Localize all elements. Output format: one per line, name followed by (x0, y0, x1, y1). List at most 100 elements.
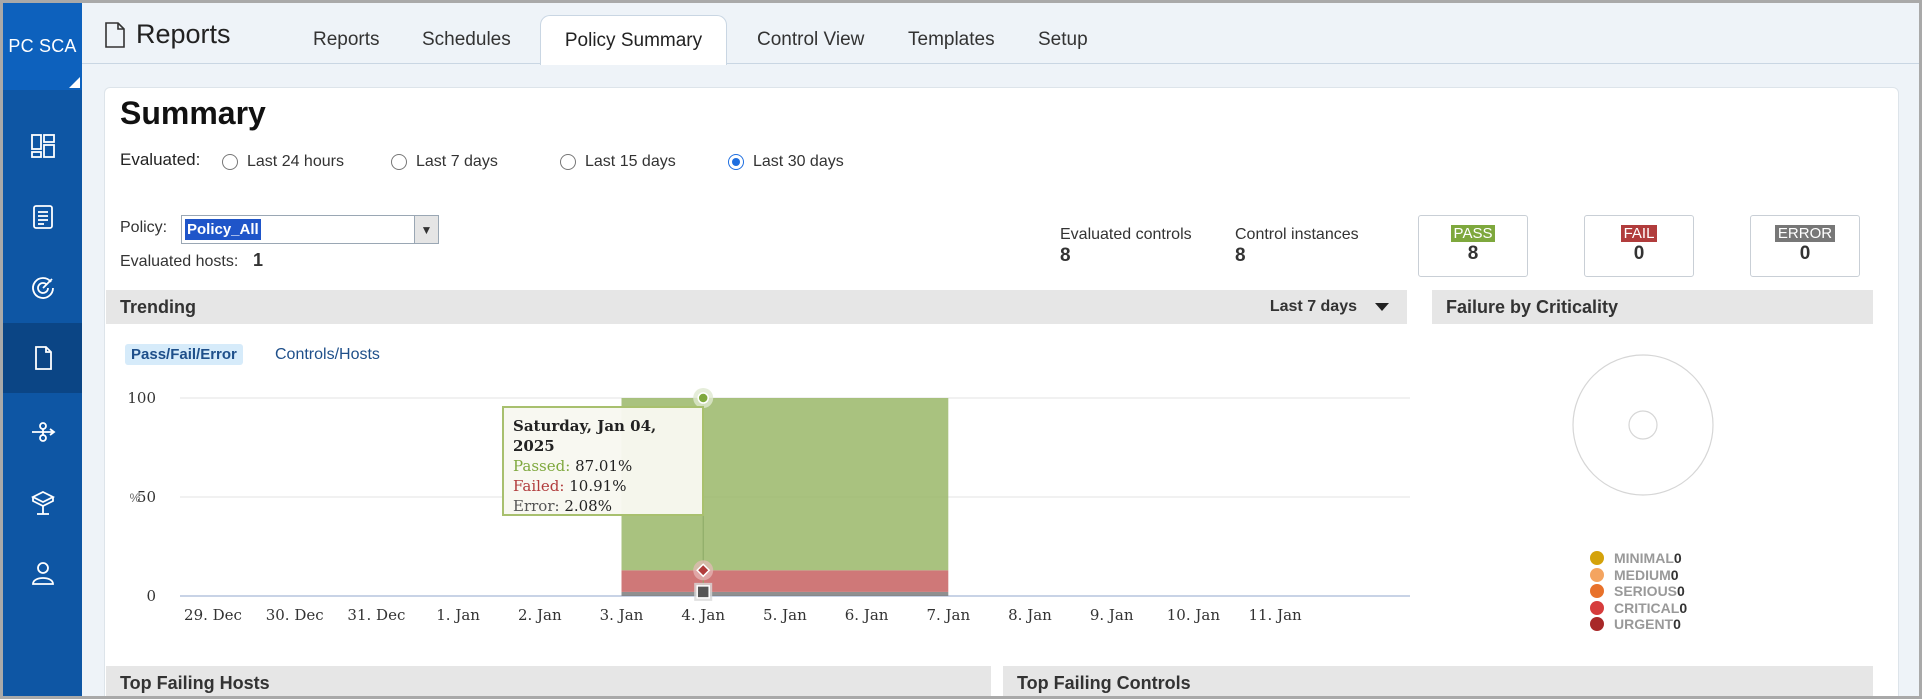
nav-dashboard[interactable] (3, 111, 82, 181)
nav-reports[interactable] (3, 323, 82, 393)
stat-value: 8 (1235, 245, 1246, 266)
x-tick-label: 3. Jan (600, 606, 644, 624)
legend-value: 0 (1670, 566, 1679, 583)
x-tick-label: 7. Jan (926, 606, 970, 624)
trending-range-dropdown[interactable]: Last 7 days (1270, 290, 1389, 324)
x-tick-label: 5. Jan (763, 606, 807, 624)
x-tick-label: 30. Dec (266, 606, 324, 624)
tab-control-view[interactable]: Control View (757, 29, 865, 50)
criticality-legend-item[interactable]: CRITICAL 0 (1590, 600, 1687, 617)
x-tick-label: 4. Jan (681, 606, 725, 624)
top-failing-controls-header: Top Failing Controls (1003, 666, 1873, 696)
caret-down-icon (1375, 303, 1389, 311)
x-tick-label: 1. Jan (436, 606, 480, 624)
nav-workflow[interactable] (3, 397, 82, 467)
x-tick-label: 2. Jan (518, 606, 562, 624)
tab-policy-summary-label: Policy Summary (564, 29, 703, 51)
evaluated-hosts-label: Evaluated hosts: (120, 253, 239, 270)
legend-label: SERIOUS (1614, 583, 1678, 600)
radio-label: Last 30 days (753, 153, 844, 170)
failure-by-criticality-header: Failure by Criticality (1432, 290, 1873, 324)
pass-badge: PASS (1450, 225, 1496, 242)
trending-header: Trending Last 7 days (106, 290, 1407, 324)
scan-icon (31, 277, 54, 299)
tooltip-error-value: 2.08% (564, 497, 612, 515)
cube-icon (30, 490, 55, 515)
radio-label: Last 7 days (416, 153, 498, 170)
radio-circle (560, 154, 576, 170)
legend-dot-icon (1590, 584, 1604, 599)
criticality-legend: MINIMAL 0 MEDIUM 0 SERIOUS 0 CRITICAL 0 URGENT 0 (1590, 550, 1687, 633)
nav-reports-list[interactable] (3, 182, 82, 252)
policy-select[interactable]: Policy_All ▼ (181, 215, 439, 244)
stat-value: 8 (1060, 245, 1071, 266)
radio-label: Last 15 days (585, 153, 676, 170)
nav-scan[interactable] (3, 253, 82, 323)
tab-schedules[interactable]: Schedules (422, 29, 511, 50)
legend-label: MINIMAL (1614, 550, 1674, 567)
workflow-icon (31, 422, 55, 442)
legend-value: 0 (1673, 550, 1682, 567)
legend-dot-icon (1590, 600, 1604, 615)
product-switcher[interactable]: PC SCA (3, 3, 82, 90)
policy-select-value: Policy_All (185, 219, 261, 240)
radio-last-7-days[interactable]: Last 7 days (391, 153, 498, 171)
dashboard-icon (30, 134, 55, 158)
failed-marker (696, 563, 711, 578)
x-tick-label: 31. Dec (347, 606, 405, 624)
error-count-box[interactable]: ERROR 0 (1750, 215, 1860, 277)
tooltip-date: Saturday, Jan 04, 2025 (513, 417, 657, 455)
x-tick-label: 8. Jan (1008, 606, 1052, 624)
nav-assets[interactable] (3, 468, 82, 538)
chart-tooltip: Saturday, Jan 04, 2025 Passed: 87.01% Fa… (502, 406, 704, 516)
criticality-legend-item[interactable]: URGENT 0 (1590, 616, 1687, 633)
trending-chart: 0 50 100% 29. Dec 30. Dec 31. Dec 1. Jan 2. Ja… (127, 388, 1410, 624)
tab-reports[interactable]: Reports (313, 29, 380, 50)
y-tick-label: 50 (137, 488, 156, 506)
pass-count-box[interactable]: PASS 8 (1418, 215, 1528, 277)
y-tick-label: 0 (146, 587, 156, 605)
criticality-legend-item[interactable]: SERIOUS 0 (1590, 583, 1687, 600)
pass-count: 8 (1467, 243, 1479, 264)
user-icon (31, 562, 54, 585)
legend-dot-icon (1590, 617, 1604, 632)
x-ticks: 29. Dec 30. Dec 31. Dec 1. Jan 2. Jan 3. Jan 4… (184, 606, 1302, 624)
fail-count-box[interactable]: FAIL 0 (1584, 215, 1694, 277)
app-title-label: Reports (136, 19, 231, 49)
criticality-legend-item[interactable]: MINIMAL 0 (1590, 550, 1687, 567)
control-instances-stat: Control instances 8 (1235, 226, 1359, 267)
tooltip-failed: Failed: 10.91% (513, 476, 693, 496)
legend-label: MEDIUM (1614, 566, 1671, 583)
tooltip-passed-value: 87.01% (575, 457, 633, 475)
radio-last-15-days[interactable]: Last 15 days (560, 153, 676, 171)
legend-label: CRITICAL (1614, 599, 1680, 616)
area-failed (621, 570, 949, 592)
tab-policy-summary[interactable]: Policy Summary (540, 15, 727, 65)
tooltip-passed-label: Passed: (513, 457, 571, 475)
radio-label: Last 24 hours (247, 153, 344, 170)
stat-label: Control instances (1235, 226, 1359, 243)
y-tick-label: 100 (127, 389, 156, 407)
fail-badge: FAIL (1620, 225, 1658, 242)
nav-user[interactable] (3, 538, 82, 608)
subtab-pass-fail-error[interactable]: Pass/Fail/Error (125, 344, 243, 365)
x-tick-label: 6. Jan (845, 606, 889, 624)
chevron-down-icon[interactable]: ▼ (414, 216, 438, 243)
stat-label: Evaluated controls (1060, 226, 1192, 243)
subtab-controls-hosts[interactable]: Controls/Hosts (275, 346, 380, 363)
tab-setup[interactable]: Setup (1038, 29, 1088, 50)
evaluated-controls-stat: Evaluated controls 8 (1060, 226, 1192, 267)
criticality-legend-item[interactable]: MEDIUM 0 (1590, 567, 1687, 584)
tooltip-error-label: Error: (513, 497, 560, 515)
legend-value: 0 (1673, 616, 1681, 633)
radio-last-30-days[interactable]: Last 30 days (728, 153, 844, 171)
radio-last-24-hours[interactable]: Last 24 hours (222, 153, 344, 171)
page-title: Summary (120, 95, 266, 131)
fail-count: 0 (1633, 243, 1645, 264)
area-error (621, 591, 949, 596)
legend-dot-icon (1590, 567, 1604, 582)
legend-dot-icon (1590, 551, 1604, 566)
tab-templates[interactable]: Templates (908, 29, 995, 50)
top-bar: Reports Reports Schedules Policy Summary… (82, 3, 1919, 65)
